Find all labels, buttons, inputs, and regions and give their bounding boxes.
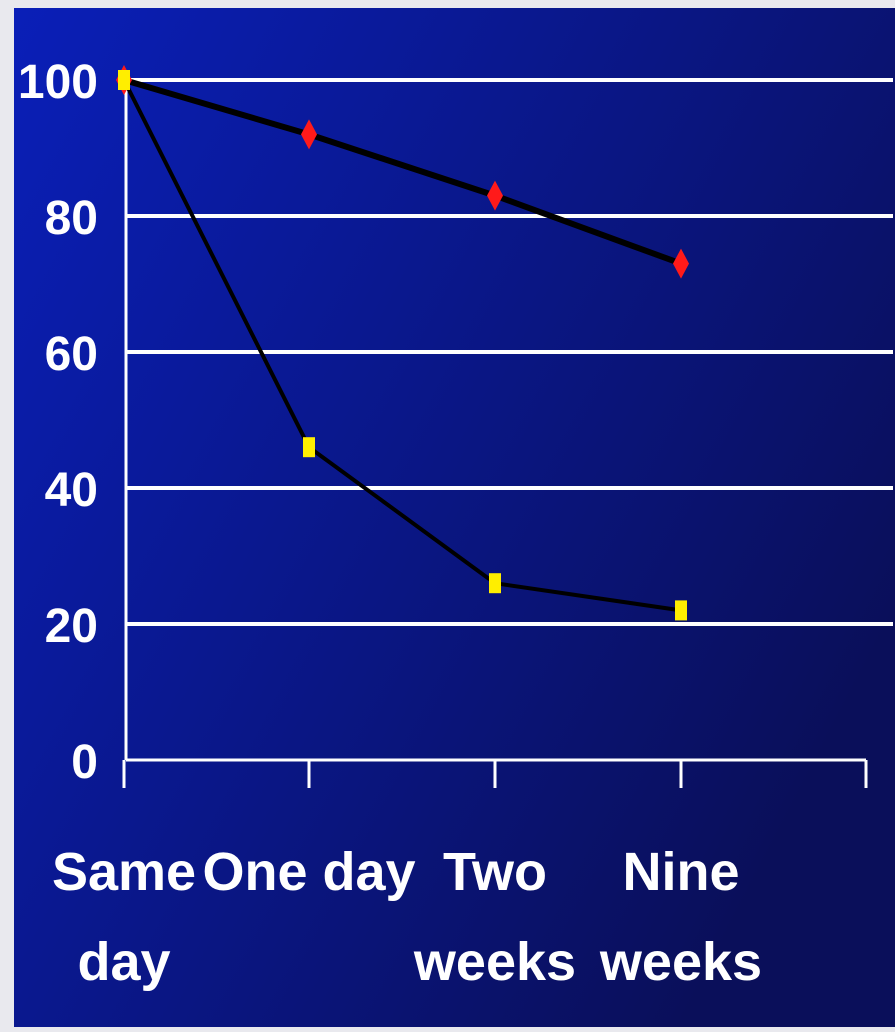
series-line bbox=[123, 77, 683, 267]
data-point bbox=[675, 600, 687, 621]
x-tick-label: One day bbox=[202, 842, 415, 902]
y-tick-label: 40 bbox=[45, 464, 98, 517]
series bbox=[116, 65, 689, 621]
chart-background bbox=[14, 8, 895, 1027]
gridlines bbox=[126, 78, 893, 626]
series-line bbox=[122, 79, 682, 613]
data-point bbox=[673, 248, 689, 279]
data-point bbox=[487, 180, 503, 211]
data-point bbox=[301, 119, 317, 150]
x-tick-label: Nine weeks bbox=[599, 842, 762, 992]
y-tick-label: 0 bbox=[71, 736, 98, 789]
y-tick-label: 100 bbox=[18, 56, 98, 109]
data-point bbox=[118, 70, 130, 90]
data-point bbox=[303, 437, 315, 458]
y-tick-labels: 100 80 60 40 20 0 bbox=[18, 56, 98, 789]
y-tick-label: 60 bbox=[45, 328, 98, 381]
x-tick-label: Same day bbox=[52, 842, 196, 992]
y-tick-label: 20 bbox=[45, 600, 98, 653]
data-point bbox=[489, 573, 501, 594]
x-tick-label: Two weeks bbox=[413, 842, 576, 992]
axes bbox=[122, 72, 868, 788]
y-tick-label: 80 bbox=[45, 192, 98, 245]
